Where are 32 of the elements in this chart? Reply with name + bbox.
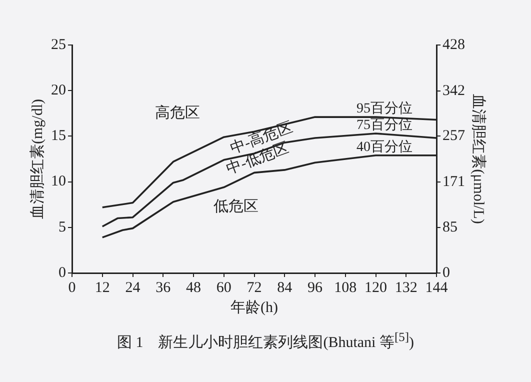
x-tick-label: 60 — [216, 280, 232, 296]
x-tick-label: 72 — [246, 280, 262, 296]
y2-tick-label: 0 — [442, 264, 450, 281]
x-tick-label: 24 — [125, 280, 141, 296]
x-tick-label: 12 — [94, 280, 110, 296]
series-label: 95百分位 — [356, 100, 412, 117]
y2-tick-label: 342 — [442, 82, 465, 99]
x-tick-label: 36 — [156, 280, 172, 296]
x-tick-label: 132 — [394, 280, 418, 296]
x-tick-label: 144 — [425, 280, 448, 296]
y2-tick-label: 257 — [442, 128, 466, 144]
y-tick-label: 10 — [51, 174, 66, 190]
x-tick-label: 48 — [186, 280, 201, 296]
x-tick-label: 120 — [364, 280, 387, 296]
x-tick-label: 84 — [277, 280, 293, 296]
series-label: 40百分位 — [356, 139, 412, 156]
y-tick-label: 25 — [51, 36, 66, 53]
y-tick-label: 0 — [58, 264, 66, 281]
x-tick-label: 96 — [308, 280, 323, 296]
text: 图 1 新生儿小时胆红素列线图(Bhutani 等$^{[5]}$) — [116, 330, 416, 352]
y-axis-title: 血清胆红素(mg/dl) — [28, 99, 46, 219]
y2-axis-title: 血清胆红素(μmol/L) — [470, 94, 488, 224]
annotation: 低危区 — [214, 198, 259, 215]
y2-tick-label: 428 — [442, 36, 465, 53]
x-axis-title: 年龄(h) — [230, 298, 278, 316]
y2-tick-label: 171 — [442, 174, 465, 190]
annotation: 高危区 — [155, 104, 200, 122]
y-tick-label: 20 — [51, 82, 66, 99]
x-tick-label: 108 — [334, 280, 357, 296]
y2-tick-label: 85 — [442, 220, 458, 236]
y-tick-label: 5 — [58, 219, 66, 236]
y-tick-label: 15 — [51, 128, 66, 144]
